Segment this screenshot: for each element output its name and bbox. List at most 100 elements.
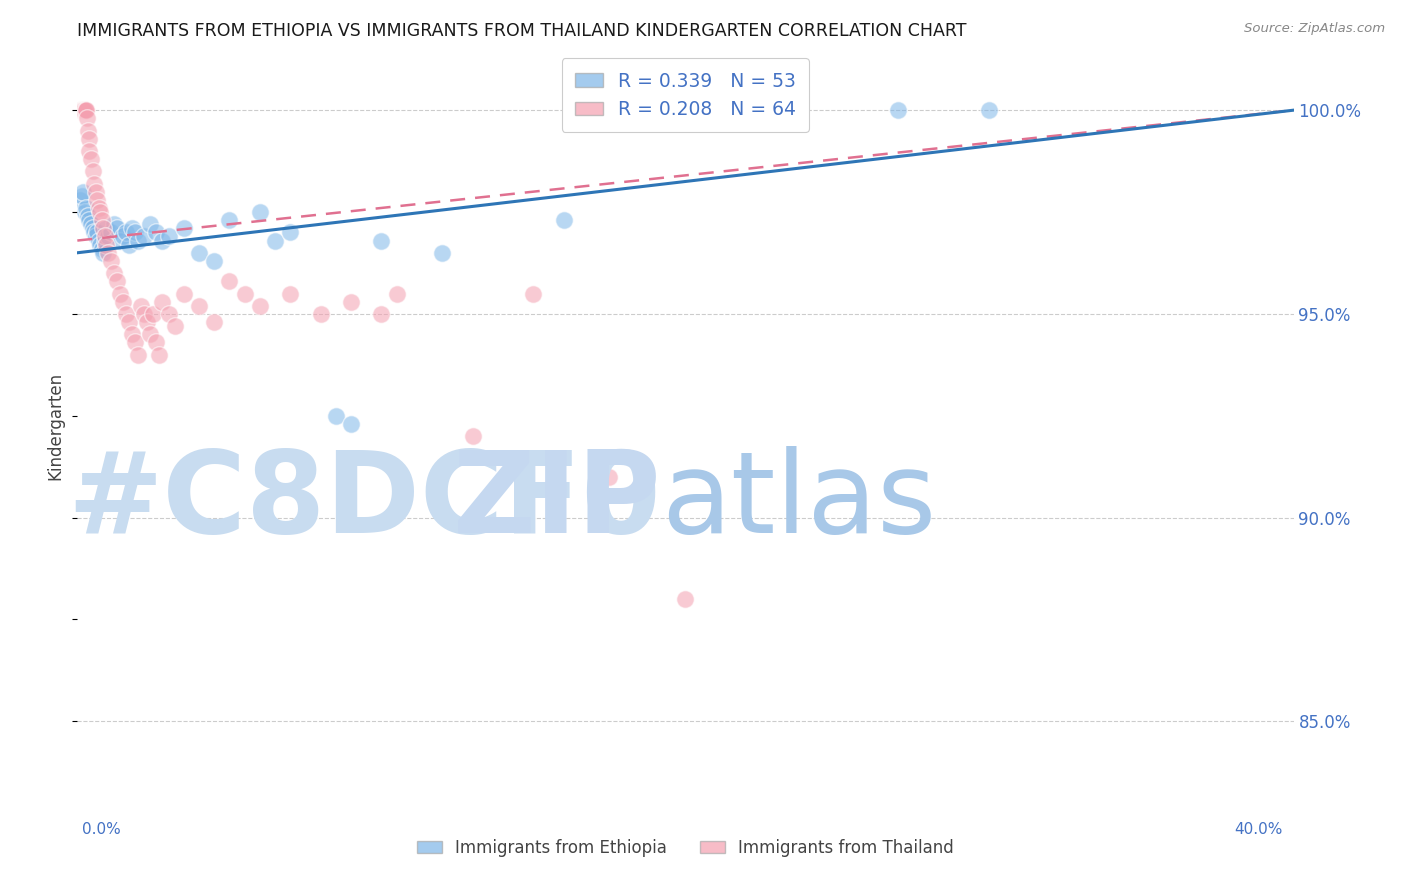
Point [111, 229, 134, 244]
Point [218, 213, 240, 227]
Point [105, 274, 128, 288]
Point [553, 213, 575, 227]
Point [89, 237, 111, 252]
Point [385, 286, 408, 301]
Point [278, 226, 301, 240]
Point [77, 123, 100, 137]
Point [152, 234, 174, 248]
Point [325, 409, 347, 423]
Point [233, 286, 256, 301]
Text: 0.0%: 0.0% [82, 822, 121, 837]
Point [121, 221, 143, 235]
Point [87, 201, 110, 215]
Point [675, 592, 697, 607]
Point [93, 229, 115, 244]
Point [96, 237, 118, 252]
Point [127, 234, 149, 248]
Text: ZIP: ZIP [453, 446, 661, 557]
Point [103, 217, 125, 231]
Point [129, 299, 152, 313]
Point [100, 254, 122, 268]
Point [264, 234, 287, 248]
Text: #C8DCF0: #C8DCF0 [67, 446, 661, 557]
Point [157, 307, 180, 321]
Point [70, 103, 93, 118]
Text: Source: ZipAtlas.com: Source: ZipAtlas.com [1244, 22, 1385, 36]
Point [108, 234, 131, 248]
Point [90, 213, 112, 227]
Point [83, 177, 105, 191]
Point [152, 294, 174, 309]
Point [522, 286, 544, 301]
Point [173, 221, 195, 235]
Point [87, 234, 110, 248]
Point [340, 417, 363, 431]
Point [115, 307, 138, 321]
Point [97, 229, 120, 244]
Point [69, 103, 91, 118]
Point [72, 103, 94, 118]
Point [80, 217, 103, 231]
Text: atlas: atlas [661, 446, 936, 557]
Point [598, 470, 620, 484]
Y-axis label: Kindergarten: Kindergarten [46, 372, 65, 480]
Point [84, 185, 107, 199]
Point [139, 217, 162, 231]
Point [105, 221, 128, 235]
Point [89, 205, 111, 219]
Point [139, 327, 162, 342]
Point [145, 335, 167, 350]
Point [84, 229, 107, 244]
Point [96, 221, 118, 235]
Point [75, 103, 97, 118]
Point [70, 103, 93, 118]
Point [249, 299, 271, 313]
Point [82, 221, 104, 235]
Point [75, 103, 97, 118]
Point [145, 226, 167, 240]
Point [202, 254, 225, 268]
Point [432, 245, 454, 260]
Point [249, 205, 271, 219]
Point [73, 205, 96, 219]
Point [77, 209, 100, 223]
Point [979, 103, 1001, 118]
Point [77, 131, 100, 145]
Point [370, 234, 392, 248]
Point [90, 242, 112, 256]
Point [157, 229, 180, 244]
Point [309, 307, 332, 321]
Point [86, 193, 108, 207]
Point [148, 348, 170, 362]
Point [370, 307, 392, 321]
Point [83, 226, 105, 240]
Legend: Immigrants from Ethiopia, Immigrants from Thailand: Immigrants from Ethiopia, Immigrants fro… [411, 832, 960, 863]
Point [188, 299, 211, 313]
Point [111, 294, 134, 309]
Point [115, 226, 138, 240]
Point [134, 229, 156, 244]
Point [82, 164, 104, 178]
Point [73, 103, 96, 118]
Point [69, 193, 91, 207]
Point [75, 201, 97, 215]
Point [100, 226, 122, 240]
Point [108, 286, 131, 301]
Point [124, 226, 146, 240]
Point [136, 315, 159, 329]
Point [118, 315, 141, 329]
Point [887, 103, 910, 118]
Point [121, 327, 143, 342]
Point [91, 245, 114, 260]
Point [218, 274, 240, 288]
Point [173, 286, 195, 301]
Point [103, 266, 125, 280]
Point [86, 226, 108, 240]
Point [202, 315, 225, 329]
Point [461, 429, 484, 443]
Point [76, 112, 98, 126]
Point [93, 234, 115, 248]
Text: IMMIGRANTS FROM ETHIOPIA VS IMMIGRANTS FROM THAILAND KINDERGARTEN CORRELATION CH: IMMIGRANTS FROM ETHIOPIA VS IMMIGRANTS F… [77, 22, 967, 40]
Point [70, 103, 93, 118]
Point [124, 335, 146, 350]
